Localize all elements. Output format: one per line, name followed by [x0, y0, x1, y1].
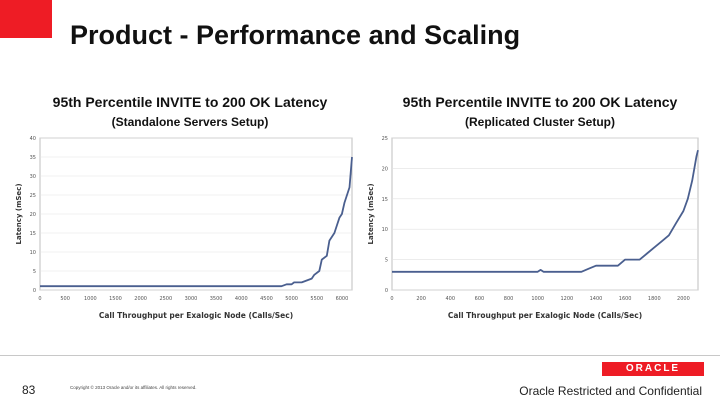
x-tick-label: 3000	[185, 296, 198, 302]
x-tick-label: 0	[38, 296, 41, 302]
left-chart-subtitle: (Standalone Servers Setup)	[111, 115, 269, 129]
y-axis-label: Latency (mSec)	[367, 183, 375, 244]
left-chart-title: 95th Percentile INVITE to 200 OK Latency	[52, 94, 328, 110]
x-tick-label: 2500	[159, 296, 172, 302]
y-tick-label: 25	[30, 193, 36, 199]
x-tick-label: 4500	[260, 296, 273, 302]
x-axis-label: Call Throughput per Exalogic Node (Calls…	[448, 311, 642, 320]
y-tick-label: 15	[30, 231, 36, 237]
x-tick-label: 1200	[560, 296, 573, 302]
right-chart-subtitle: (Replicated Cluster Setup)	[464, 115, 616, 129]
y-tick-label: 5	[33, 269, 36, 275]
copyright-notice: Copyright © 2013 Oracle and/or its affil…	[70, 385, 197, 390]
y-tick-label: 0	[385, 288, 388, 294]
latency-series-line	[392, 149, 699, 273]
x-tick-label: 600	[475, 296, 485, 302]
y-axis-label: Latency (mSec)	[15, 183, 23, 244]
x-tick-label: 1000	[84, 296, 97, 302]
x-tick-label: 0	[390, 296, 393, 302]
x-tick-label: 500	[60, 296, 70, 302]
y-tick-label: 30	[30, 174, 36, 180]
x-tick-label: 1500	[109, 296, 122, 302]
plot-area	[391, 137, 699, 291]
confidentiality-label: Oracle Restricted and Confidential	[519, 384, 702, 398]
x-axis-label: Call Throughput per Exalogic Node (Calls…	[99, 311, 293, 320]
x-tick-label: 4000	[235, 296, 248, 302]
x-tick-label: 6000	[336, 296, 349, 302]
x-tick-label: 2000	[134, 296, 147, 302]
brand-red-square	[0, 0, 52, 38]
y-tick-label: 25	[382, 136, 388, 142]
x-tick-label: 200	[416, 296, 426, 302]
x-tick-label: 1800	[648, 296, 661, 302]
x-tick-label: 5500	[310, 296, 323, 302]
y-tick-label: 20	[382, 166, 388, 172]
right-chart-title: 95th Percentile INVITE to 200 OK Latency	[402, 94, 678, 110]
y-tick-label: 15	[382, 197, 388, 203]
x-tick-label: 400	[446, 296, 456, 302]
right-chart-title-block: 95th Percentile INVITE to 200 OK Latency…	[390, 92, 690, 132]
x-tick-label: 1400	[590, 296, 603, 302]
y-tick-label: 35	[30, 155, 36, 161]
x-tick-label: 5000	[285, 296, 298, 302]
y-tick-label: 20	[30, 212, 36, 218]
oracle-logo: ORACLE	[602, 362, 704, 376]
x-tick-label: 1600	[619, 296, 632, 302]
y-tick-label: 10	[382, 227, 388, 233]
left-latency-chart: 0 5 10 15 20 25 30 35 40 0 500 1000 1500 2000 2500 3000…	[15, 136, 353, 320]
latency-series-line	[40, 156, 353, 288]
page-number: 83	[22, 383, 36, 397]
x-tick-label: 1000	[531, 296, 544, 302]
slide-title: Product - Performance and Scaling	[70, 20, 521, 50]
x-tick-label: 3500	[210, 296, 223, 302]
y-tick-label: 40	[30, 136, 36, 142]
y-tick-label: 0	[33, 288, 36, 294]
left-chart-title-block: 95th Percentile INVITE to 200 OK Latency…	[40, 92, 340, 132]
right-latency-chart: 0 5 10 15 20 25 0 200 400 600 800 1000 1200 1400 1600 1…	[367, 136, 699, 320]
x-tick-label: 800	[504, 296, 514, 302]
y-tick-label: 5	[385, 258, 388, 264]
x-tick-label: 2000	[677, 296, 690, 302]
footer-divider	[0, 355, 720, 356]
y-tick-label: 10	[30, 250, 36, 256]
